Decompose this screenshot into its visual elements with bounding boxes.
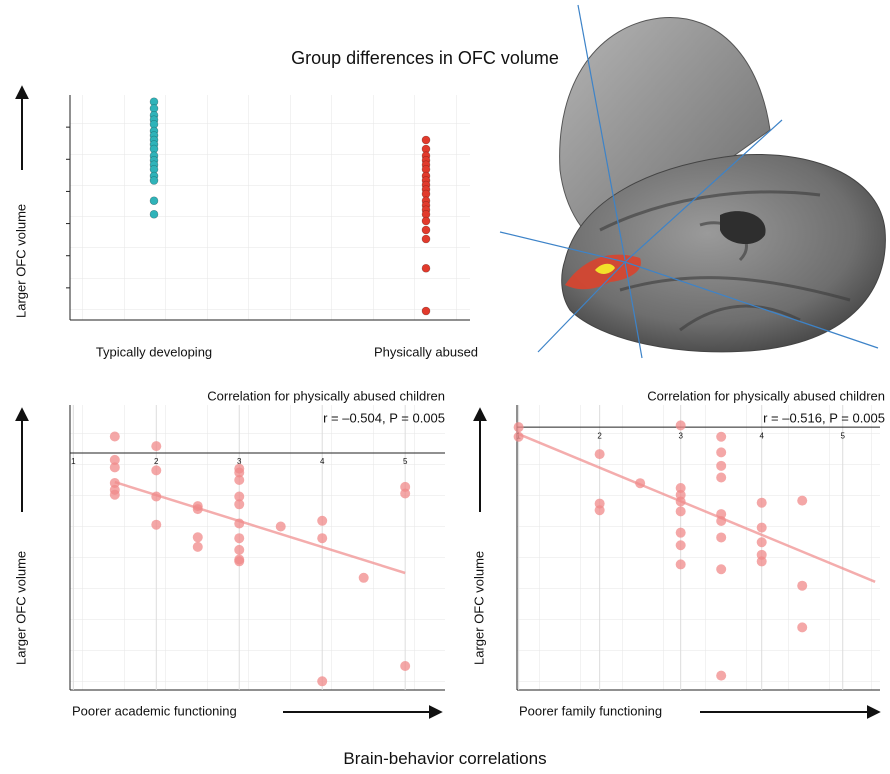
data-point	[595, 449, 605, 459]
plot-background	[70, 95, 470, 320]
y-axis-label: Larger OFC volume	[13, 551, 28, 665]
data-point	[151, 465, 161, 475]
data-point	[595, 505, 605, 515]
data-point	[193, 532, 203, 542]
data-point	[110, 432, 120, 442]
data-point	[676, 420, 686, 430]
data-point	[757, 537, 767, 547]
x-tick-label: 4	[759, 431, 764, 440]
data-point	[234, 499, 244, 509]
figure-title: Group differences in OFC volume	[291, 48, 559, 68]
data-point	[151, 520, 161, 530]
data-point	[400, 489, 410, 499]
data-point	[797, 496, 807, 506]
data-point	[150, 197, 158, 205]
plot-background	[70, 405, 445, 690]
figure: Group differences in OFC volume Brain-be…	[0, 0, 890, 769]
data-point	[151, 441, 161, 451]
data-point	[359, 573, 369, 583]
data-point	[797, 581, 807, 591]
data-point	[193, 542, 203, 552]
data-point	[150, 177, 158, 185]
x-tick-label: 2	[154, 457, 159, 466]
plot-background	[517, 405, 880, 690]
data-point	[422, 235, 430, 243]
data-point	[422, 136, 430, 144]
data-point	[422, 264, 430, 272]
data-point	[317, 516, 327, 526]
data-point	[716, 671, 726, 681]
x-tick-label: 3	[678, 431, 683, 440]
x-tick-label: 1	[71, 457, 76, 466]
data-point	[757, 523, 767, 533]
data-point	[276, 522, 286, 532]
data-point	[317, 533, 327, 543]
chart-title: Correlation for physically abused childr…	[647, 388, 885, 403]
data-point	[422, 226, 430, 234]
y-axis-label: Larger OFC volume	[13, 204, 28, 318]
data-point	[110, 490, 120, 500]
x-axis-label: Poorer family functioning	[519, 703, 662, 718]
data-point	[234, 533, 244, 543]
x-tick-label: Physically abused	[374, 344, 478, 359]
data-point	[676, 528, 686, 538]
x-tick-label: 4	[320, 457, 325, 466]
data-point	[716, 473, 726, 483]
x-tick-label: 5	[403, 457, 408, 466]
data-point	[676, 559, 686, 569]
page: {"title": "Group differences in OFC volu…	[0, 0, 890, 769]
data-point	[716, 461, 726, 471]
data-point	[676, 506, 686, 516]
data-point	[716, 447, 726, 457]
y-axis-label: Larger OFC volume	[471, 551, 486, 665]
x-tick-label: 5	[841, 431, 846, 440]
x-tick-label: Typically developing	[96, 344, 212, 359]
data-point	[317, 676, 327, 686]
data-point	[400, 661, 410, 671]
chart-subtitle: r = –0.516, P = 0.005	[763, 410, 885, 425]
data-point	[757, 556, 767, 566]
data-point	[150, 210, 158, 218]
data-point	[234, 545, 244, 555]
x-axis-label: Poorer academic functioning	[72, 703, 237, 718]
data-point	[797, 622, 807, 632]
data-point	[757, 498, 767, 508]
data-point	[110, 462, 120, 472]
data-point	[716, 532, 726, 542]
x-tick-label: 2	[597, 431, 602, 440]
data-point	[514, 422, 524, 432]
data-point	[422, 307, 430, 315]
data-point	[716, 564, 726, 574]
data-point	[422, 217, 430, 225]
data-point	[234, 475, 244, 485]
data-point	[676, 540, 686, 550]
chart-subtitle: r = –0.504, P = 0.005	[323, 410, 445, 425]
figure-caption: Brain-behavior correlations	[343, 749, 546, 768]
data-point	[716, 432, 726, 442]
chart-title: Correlation for physically abused childr…	[207, 388, 445, 403]
data-point	[234, 556, 244, 566]
